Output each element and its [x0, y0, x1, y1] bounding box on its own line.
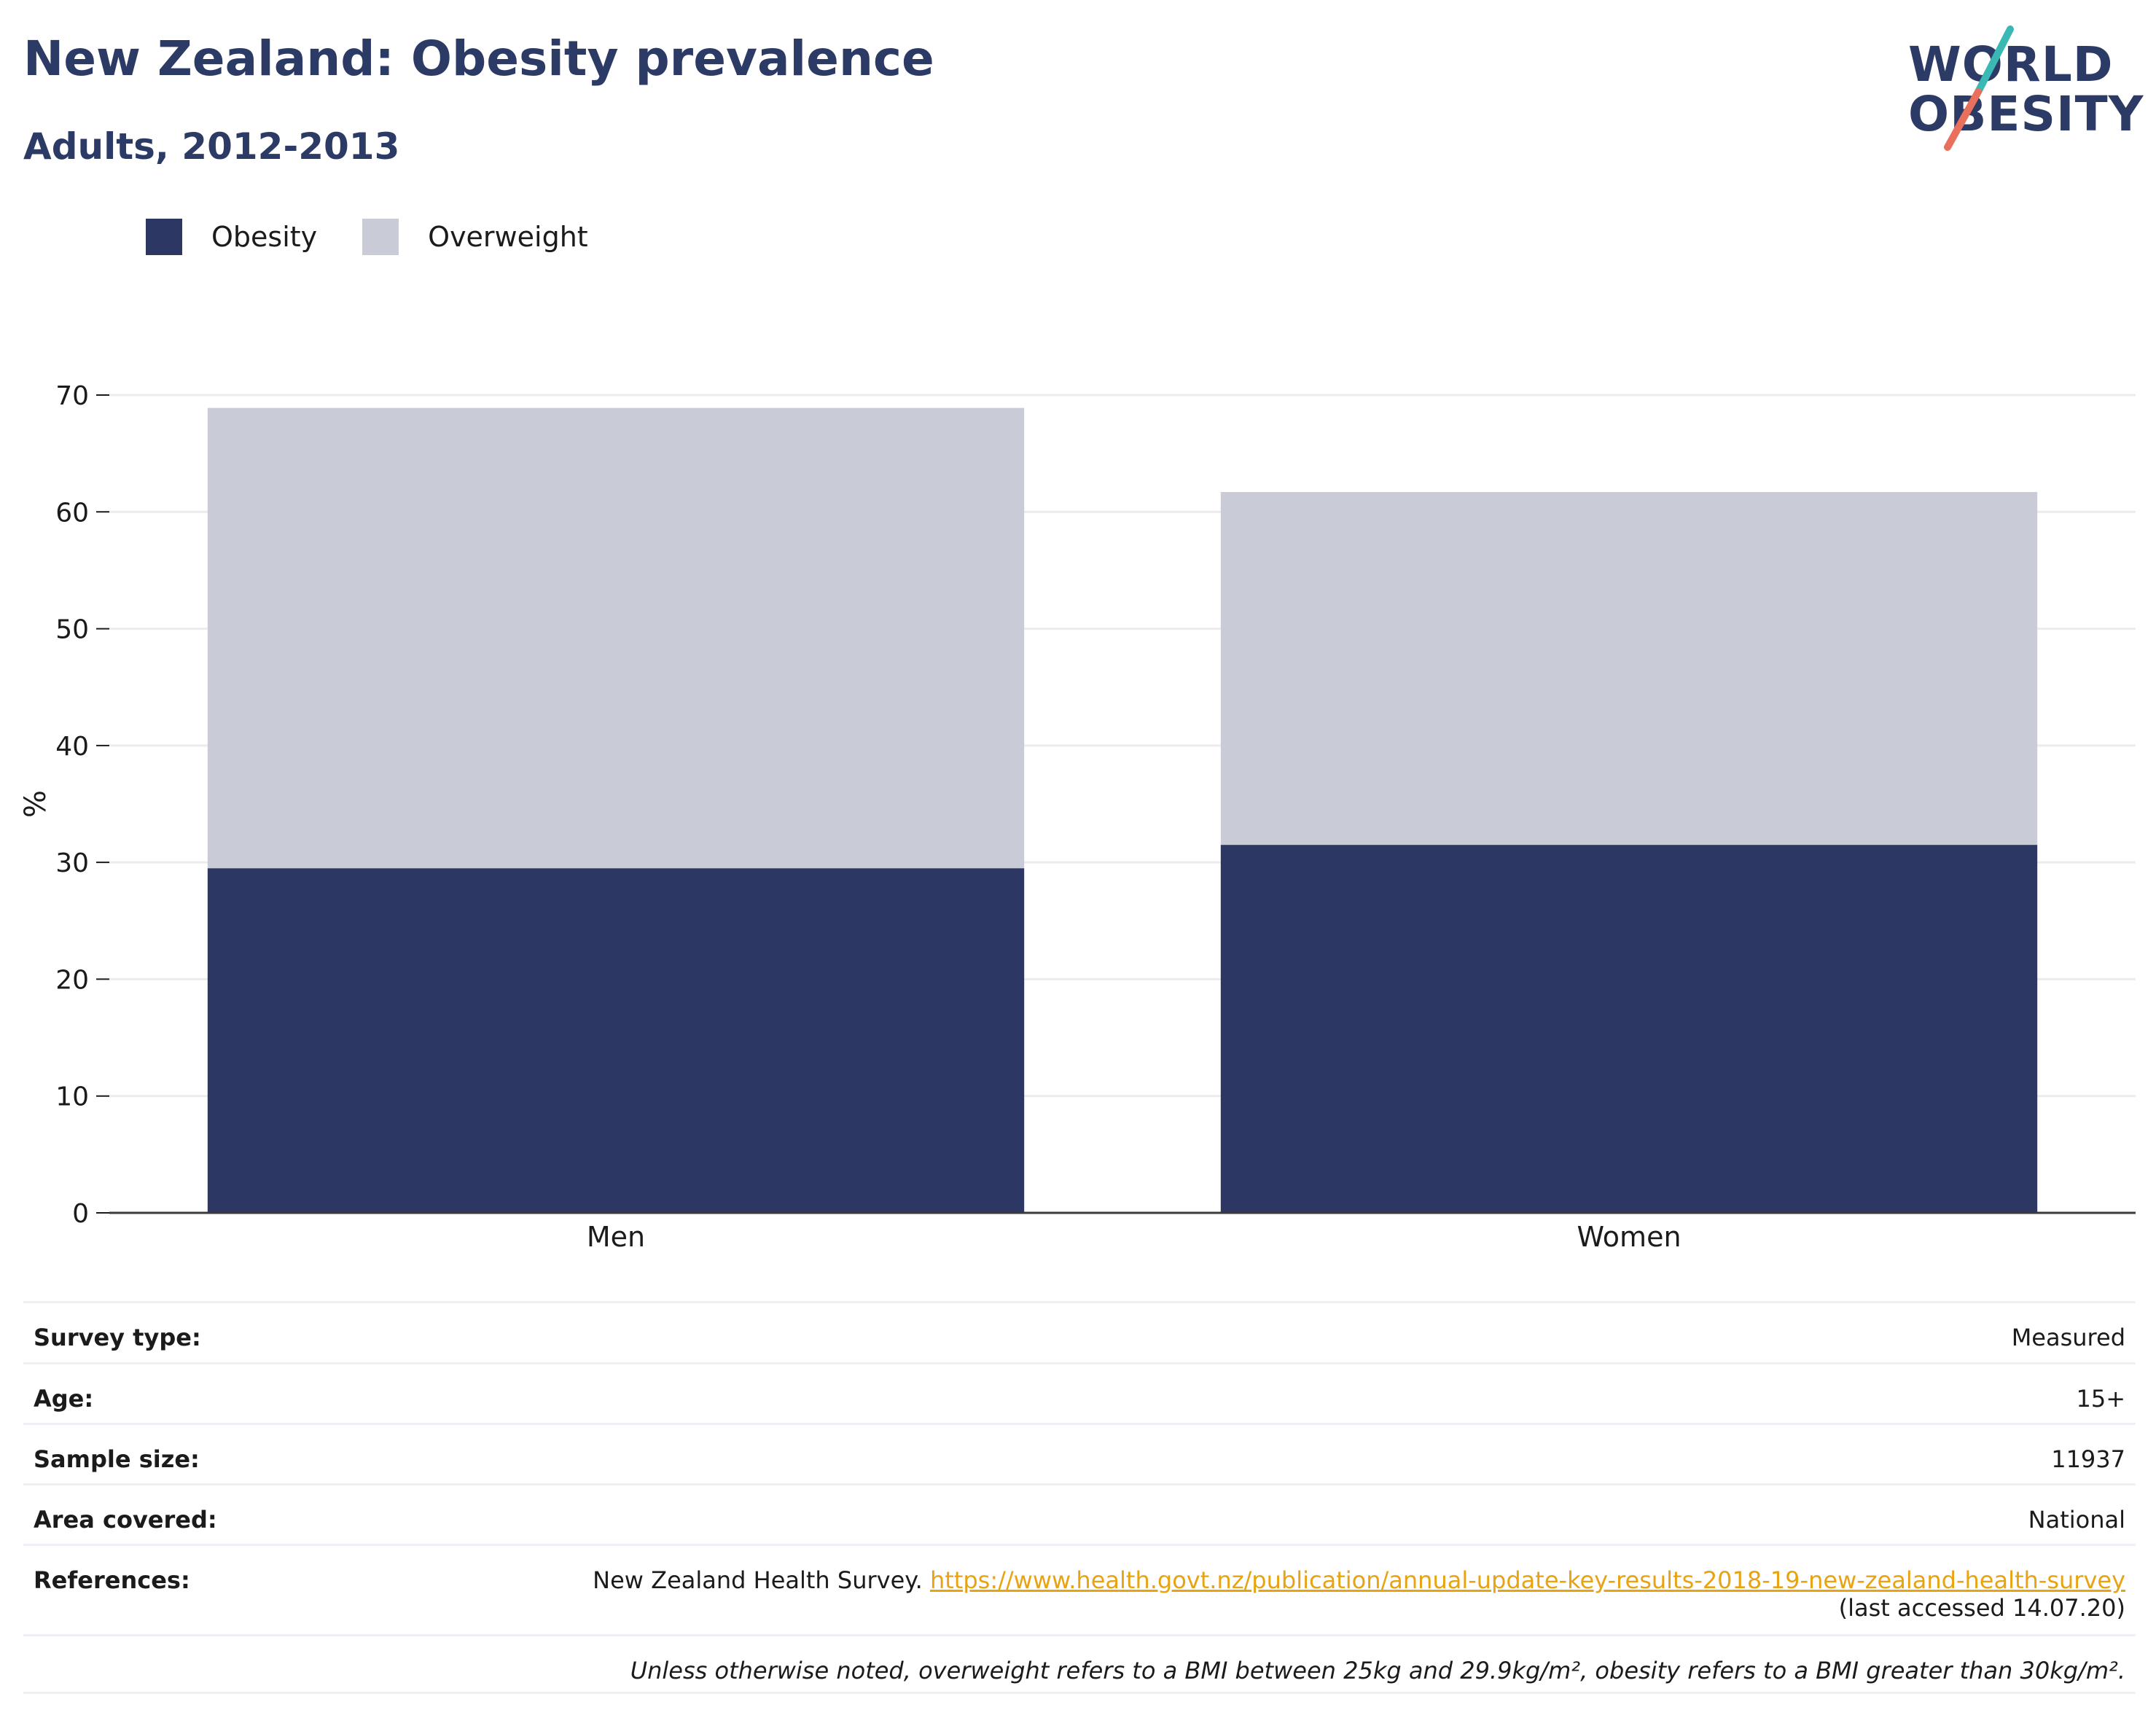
legend-item-overweight[interactable]: Overweight	[362, 219, 588, 255]
chart-legend: Obesity Overweight	[146, 217, 633, 257]
y-tick-label-20: 20	[55, 965, 89, 995]
sample-size-value: 11937	[2051, 1445, 2125, 1473]
info-row-survey-type: Survey type: Measured	[23, 1301, 2136, 1362]
age-value: 15+	[2076, 1385, 2125, 1413]
area-covered-label: Area covered:	[34, 1506, 217, 1534]
references-link[interactable]: https://www.health.govt.nz/publication/a…	[929, 1566, 2125, 1594]
bar-men-overweight	[207, 407, 1025, 869]
y-tick-label-40: 40	[55, 732, 89, 762]
stacked-bar-chart: 0 10 20 30 40 50 60 70% Men Women	[19, 381, 2136, 1253]
bar-women-obesity	[1220, 845, 2038, 1213]
y-tick-label-50: 50	[55, 615, 89, 645]
legend-swatch-overweight	[362, 219, 399, 255]
survey-type-value: Measured	[2011, 1324, 2125, 1351]
references-text: New Zealand Health Survey.	[593, 1566, 923, 1594]
references-accessed: (last accessed 14.07.20)	[1838, 1594, 2125, 1622]
info-row-sample-size: Sample size: 11937	[23, 1423, 2136, 1483]
y-tick-label-70: 70	[55, 381, 89, 411]
x-tick-label-men: Men	[587, 1221, 645, 1253]
info-row-area-covered: Area covered: National	[23, 1483, 2136, 1544]
logo-slash-icon	[1944, 26, 2014, 151]
bmi-definition-note: Unless otherwise noted, overweight refer…	[23, 1634, 2136, 1694]
info-row-age: Age: 15+	[23, 1362, 2136, 1423]
bar-men-obesity	[207, 868, 1025, 1213]
world-obesity-logo: WORLD OBESITY	[1902, 22, 2143, 153]
references-label: References:	[34, 1566, 190, 1594]
legend-label-obesity: Obesity	[211, 221, 318, 253]
legend-swatch-obesity	[146, 219, 182, 255]
y-tick-label-30: 30	[55, 848, 89, 878]
x-tick-label-women: Women	[1577, 1221, 1681, 1253]
logo-word-world: WORLD	[1908, 36, 2114, 93]
bar-women-overweight	[1220, 492, 2038, 845]
references-value: New Zealand Health Survey. https://www.h…	[593, 1566, 2125, 1622]
legend-item-obesity[interactable]: Obesity	[146, 219, 317, 255]
age-label: Age:	[34, 1385, 94, 1413]
legend-label-overweight: Overweight	[428, 221, 588, 253]
sample-size-label: Sample size:	[34, 1445, 200, 1473]
area-covered-value: National	[2028, 1506, 2125, 1534]
y-tick-label-0: 0	[72, 1199, 89, 1229]
y-axis-label: %	[19, 790, 52, 818]
y-tick-label-60: 60	[55, 498, 89, 528]
survey-info-table: Survey type: Measured Age: 15+ Sample si…	[23, 1301, 2136, 1694]
info-row-references: References: New Zealand Health Survey. h…	[23, 1544, 2136, 1634]
logo-word-obesity: OBESITY	[1908, 86, 2144, 142]
chart-title: New Zealand: Obesity prevalence	[23, 31, 934, 87]
survey-type-label: Survey type:	[34, 1324, 201, 1351]
chart-subtitle: Adults, 2012-2013	[23, 125, 400, 168]
y-tick-label-10: 10	[55, 1082, 89, 1112]
